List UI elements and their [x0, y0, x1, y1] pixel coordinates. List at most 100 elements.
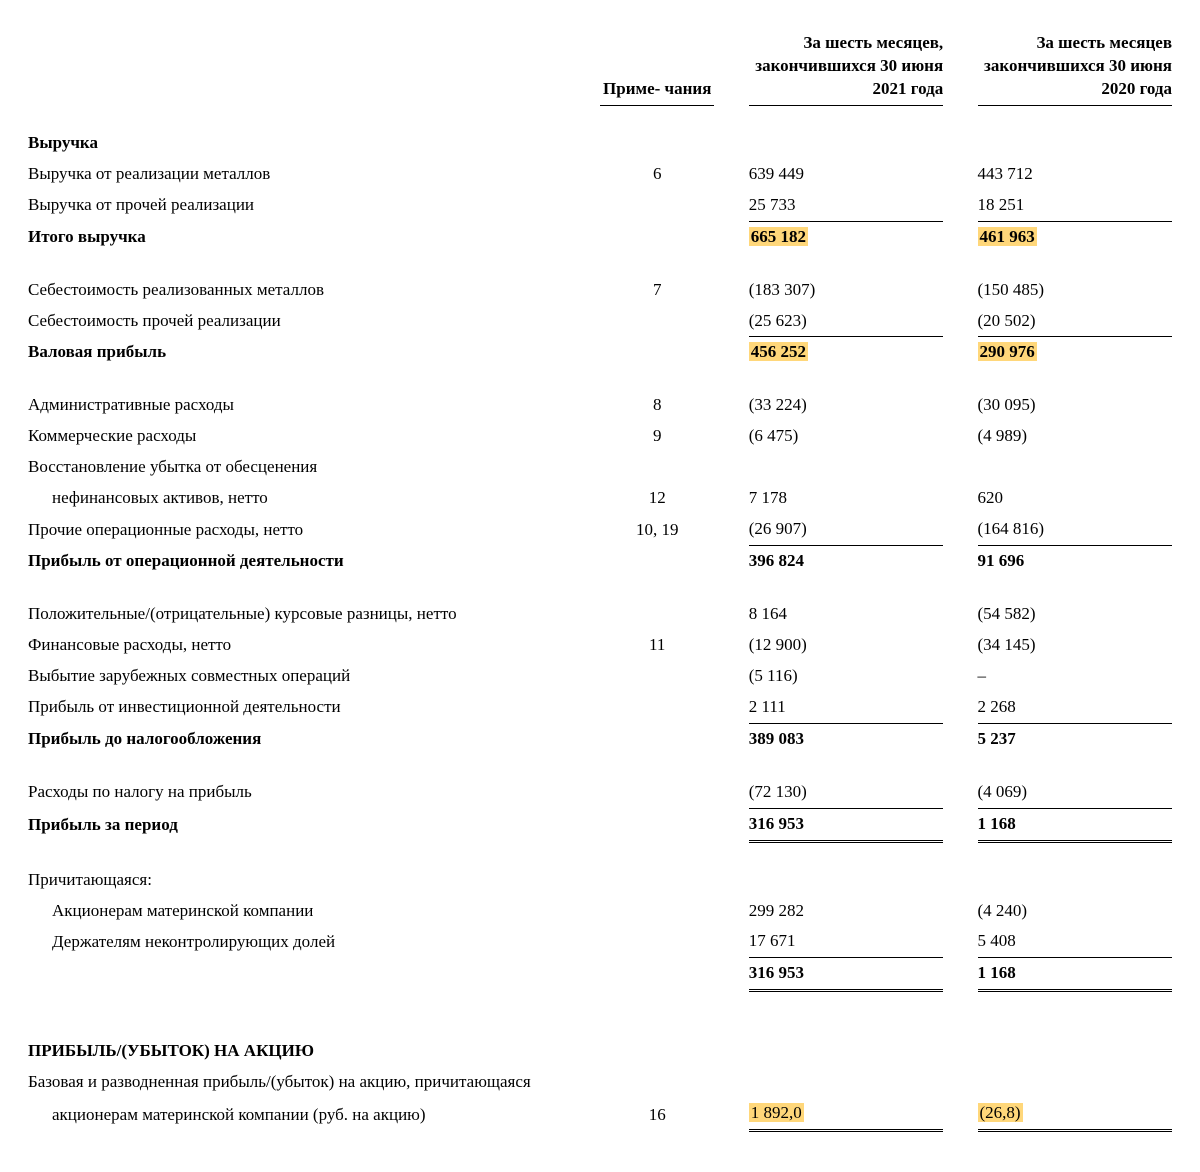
row-label: Выбытие зарубежных совместных операций [28, 661, 600, 692]
table-row: Выручка от прочей реализации 25 733 18 2… [28, 190, 1172, 221]
row-v1: (5 116) [749, 661, 943, 692]
row-v1: (25 623) [749, 306, 943, 337]
total-row: Прибыль от операционной деятельности 396… [28, 546, 1172, 577]
row-label: акционерам материнской компании (руб. на… [28, 1098, 600, 1130]
row-label: Прибыль от инвестиционной деятельности [28, 692, 600, 723]
table-row: Акционерам материнской компании 299 282 … [28, 896, 1172, 927]
table-row: акционерам материнской компании (руб. на… [28, 1098, 1172, 1130]
table-row: Базовая и разводненная прибыль/(убыток) … [28, 1067, 1172, 1098]
row-v1: (33 224) [749, 390, 943, 421]
row-label: Восстановление убытка от обесценения [28, 452, 600, 483]
row-v1: 456 252 [749, 342, 808, 361]
row-label: Держателям неконтролирующих долей [28, 926, 600, 957]
row-v2: 1 168 [978, 958, 1173, 991]
row-v2: 1 168 [978, 808, 1173, 841]
row-v1: (183 307) [749, 275, 943, 306]
row-v1: 7 178 [749, 483, 943, 514]
table-row: Держателям неконтролирующих долей 17 671… [28, 926, 1172, 957]
row-v2: (30 095) [978, 390, 1173, 421]
table-row: Коммерческие расходы 9 (6 475) (4 989) [28, 421, 1172, 452]
row-v2: 620 [978, 483, 1173, 514]
row-note: 8 [600, 390, 714, 421]
total-row: Прибыль до налогообложения 389 083 5 237 [28, 723, 1172, 754]
table-row: Финансовые расходы, нетто 11 (12 900) (3… [28, 630, 1172, 661]
table-row: Положительные/(отрицательные) курсовые р… [28, 599, 1172, 630]
table-row: Прочие операционные расходы, нетто 10, 1… [28, 514, 1172, 545]
row-v2: (4 069) [978, 777, 1173, 808]
row-v1: 1 892,0 [749, 1103, 804, 1122]
row-note: 16 [600, 1098, 714, 1130]
row-note: 9 [600, 421, 714, 452]
row-v1: (26 907) [749, 514, 943, 545]
table-row: Себестоимость реализованных металлов 7 (… [28, 275, 1172, 306]
row-note: 12 [600, 483, 714, 514]
row-note: 11 [600, 630, 714, 661]
row-v2: 290 976 [978, 342, 1037, 361]
row-v1: 396 824 [749, 546, 943, 577]
table-row: Выручка от реализации металлов 6 639 449… [28, 159, 1172, 190]
row-label: Валовая прибыль [28, 337, 600, 368]
row-v2: 91 696 [978, 546, 1173, 577]
total-row: Валовая прибыль 456 252 290 976 [28, 337, 1172, 368]
row-v2: (34 145) [978, 630, 1173, 661]
row-v1: 299 282 [749, 896, 943, 927]
table-row: Восстановление убытка от обесценения [28, 452, 1172, 483]
row-label: Акционерам материнской компании [28, 896, 600, 927]
row-v1: 316 953 [749, 808, 943, 841]
row-label: Выручка от прочей реализации [28, 190, 600, 221]
row-v2: (54 582) [978, 599, 1173, 630]
row-v2: (164 816) [978, 514, 1173, 545]
row-v2: (20 502) [978, 306, 1173, 337]
row-v1: 8 164 [749, 599, 943, 630]
row-v2: 5 237 [978, 723, 1173, 754]
row-label: Расходы по налогу на прибыль [28, 777, 600, 808]
row-v1: (12 900) [749, 630, 943, 661]
row-note: 6 [600, 159, 714, 190]
row-v1: 25 733 [749, 190, 943, 221]
row-label: Прибыль от операционной деятельности [28, 546, 600, 577]
row-v1: 389 083 [749, 723, 943, 754]
row-label: Финансовые расходы, нетто [28, 630, 600, 661]
total-row: 316 953 1 168 [28, 958, 1172, 991]
row-v2: (26,8) [978, 1103, 1023, 1122]
row-v1: 2 111 [749, 692, 943, 723]
row-note: 10, 19 [600, 514, 714, 545]
total-row: Итого выручка 665 182 461 963 [28, 221, 1172, 252]
row-v1: (72 130) [749, 777, 943, 808]
row-v1: 665 182 [749, 227, 808, 246]
row-label: Итого выручка [28, 221, 600, 252]
table-row: Прибыль от инвестиционной деятельности 2… [28, 692, 1172, 723]
row-v2: 461 963 [978, 227, 1037, 246]
revenue-header-row: Выручка [28, 128, 1172, 159]
col-period1-header: За шесть месяцев, закончившихся 30 июня … [755, 33, 943, 98]
row-label: Выручка от реализации металлов [28, 159, 600, 190]
row-label: Прибыль за период [28, 808, 600, 841]
row-v2: (4 989) [978, 421, 1173, 452]
eps-header-row: ПРИБЫЛЬ/(УБЫТОК) НА АКЦИЮ [28, 1036, 1172, 1067]
attrib-header-row: Причитающаяся: [28, 865, 1172, 896]
row-label: Базовая и разводненная прибыль/(убыток) … [28, 1067, 600, 1098]
table-row: Выбытие зарубежных совместных операций (… [28, 661, 1172, 692]
row-v1: 639 449 [749, 159, 943, 190]
row-label: Прочие операционные расходы, нетто [28, 514, 600, 545]
table-row: Себестоимость прочей реализации (25 623)… [28, 306, 1172, 337]
row-label: Прибыль до налогообложения [28, 723, 600, 754]
row-v2: (150 485) [978, 275, 1173, 306]
row-v2: – [978, 661, 1173, 692]
table-row: нефинансовых активов, нетто 12 7 178 620 [28, 483, 1172, 514]
table-row: Административные расходы 8 (33 224) (30 … [28, 390, 1172, 421]
row-v1: (6 475) [749, 421, 943, 452]
row-label: Себестоимость прочей реализации [28, 306, 600, 337]
row-v1: 17 671 [749, 926, 943, 957]
row-label: Положительные/(отрицательные) курсовые р… [28, 599, 600, 630]
row-v2: 18 251 [978, 190, 1173, 221]
col-note-header: Приме- чания [603, 79, 711, 98]
table-header-row: Приме- чания За шесть месяцев, закончивш… [28, 28, 1172, 105]
table-row: Расходы по налогу на прибыль (72 130) (4… [28, 777, 1172, 808]
income-statement-table: Приме- чания За шесть месяцев, закончивш… [28, 28, 1172, 1132]
row-label: нефинансовых активов, нетто [28, 483, 600, 514]
row-label: Коммерческие расходы [28, 421, 600, 452]
row-v2: (4 240) [978, 896, 1173, 927]
row-label: Себестоимость реализованных металлов [28, 275, 600, 306]
row-v1: 316 953 [749, 958, 943, 991]
